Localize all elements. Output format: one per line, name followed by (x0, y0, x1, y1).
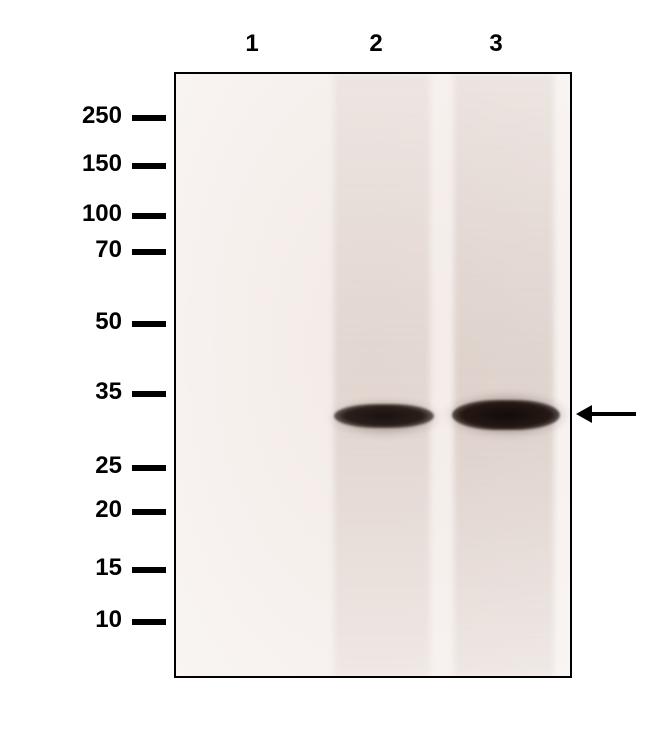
blot-membrane (174, 72, 572, 678)
marker-label-text: 250 (82, 102, 122, 129)
marker-tick (132, 465, 166, 471)
marker-label: 250 (10, 102, 122, 130)
marker-label: 10 (10, 606, 122, 634)
marker-label: 35 (10, 378, 122, 406)
target-band-arrow-icon (576, 405, 636, 423)
band-lane-2 (334, 404, 434, 428)
marker-tick (132, 163, 166, 169)
marker-label-text: 35 (95, 378, 122, 405)
marker-label-text: 150 (82, 150, 122, 177)
western-blot-figure: 1 2 3 250 150 100 70 50 35 25 20 15 (0, 0, 650, 732)
marker-label-text: 10 (95, 606, 122, 633)
marker-tick (132, 249, 166, 255)
marker-tick (132, 619, 166, 625)
lane-label-3: 3 (476, 30, 516, 58)
marker-label-text: 20 (95, 496, 122, 523)
marker-tick (132, 391, 166, 397)
marker-label: 50 (10, 308, 122, 336)
band-lane-3 (452, 400, 560, 430)
marker-tick (132, 567, 166, 573)
marker-label: 150 (10, 150, 122, 178)
lane-label-text: 2 (369, 30, 382, 57)
lane-smear (334, 74, 430, 676)
marker-tick (132, 213, 166, 219)
marker-tick (132, 115, 166, 121)
marker-label: 70 (10, 236, 122, 264)
marker-label-text: 70 (95, 236, 122, 263)
lane-label-2: 2 (356, 30, 396, 58)
marker-label: 100 (10, 200, 122, 228)
lane-label-text: 1 (245, 30, 258, 57)
marker-label: 15 (10, 554, 122, 582)
lane-smear (454, 74, 554, 676)
lane-label-1: 1 (232, 30, 272, 58)
marker-label-text: 25 (95, 452, 122, 479)
marker-label-text: 100 (82, 200, 122, 227)
marker-tick (132, 321, 166, 327)
marker-label-text: 15 (95, 554, 122, 581)
marker-tick (132, 509, 166, 515)
arrow-shaft (590, 412, 636, 416)
marker-label-text: 50 (95, 308, 122, 335)
marker-label: 25 (10, 452, 122, 480)
lane-label-text: 3 (489, 30, 502, 57)
marker-label: 20 (10, 496, 122, 524)
